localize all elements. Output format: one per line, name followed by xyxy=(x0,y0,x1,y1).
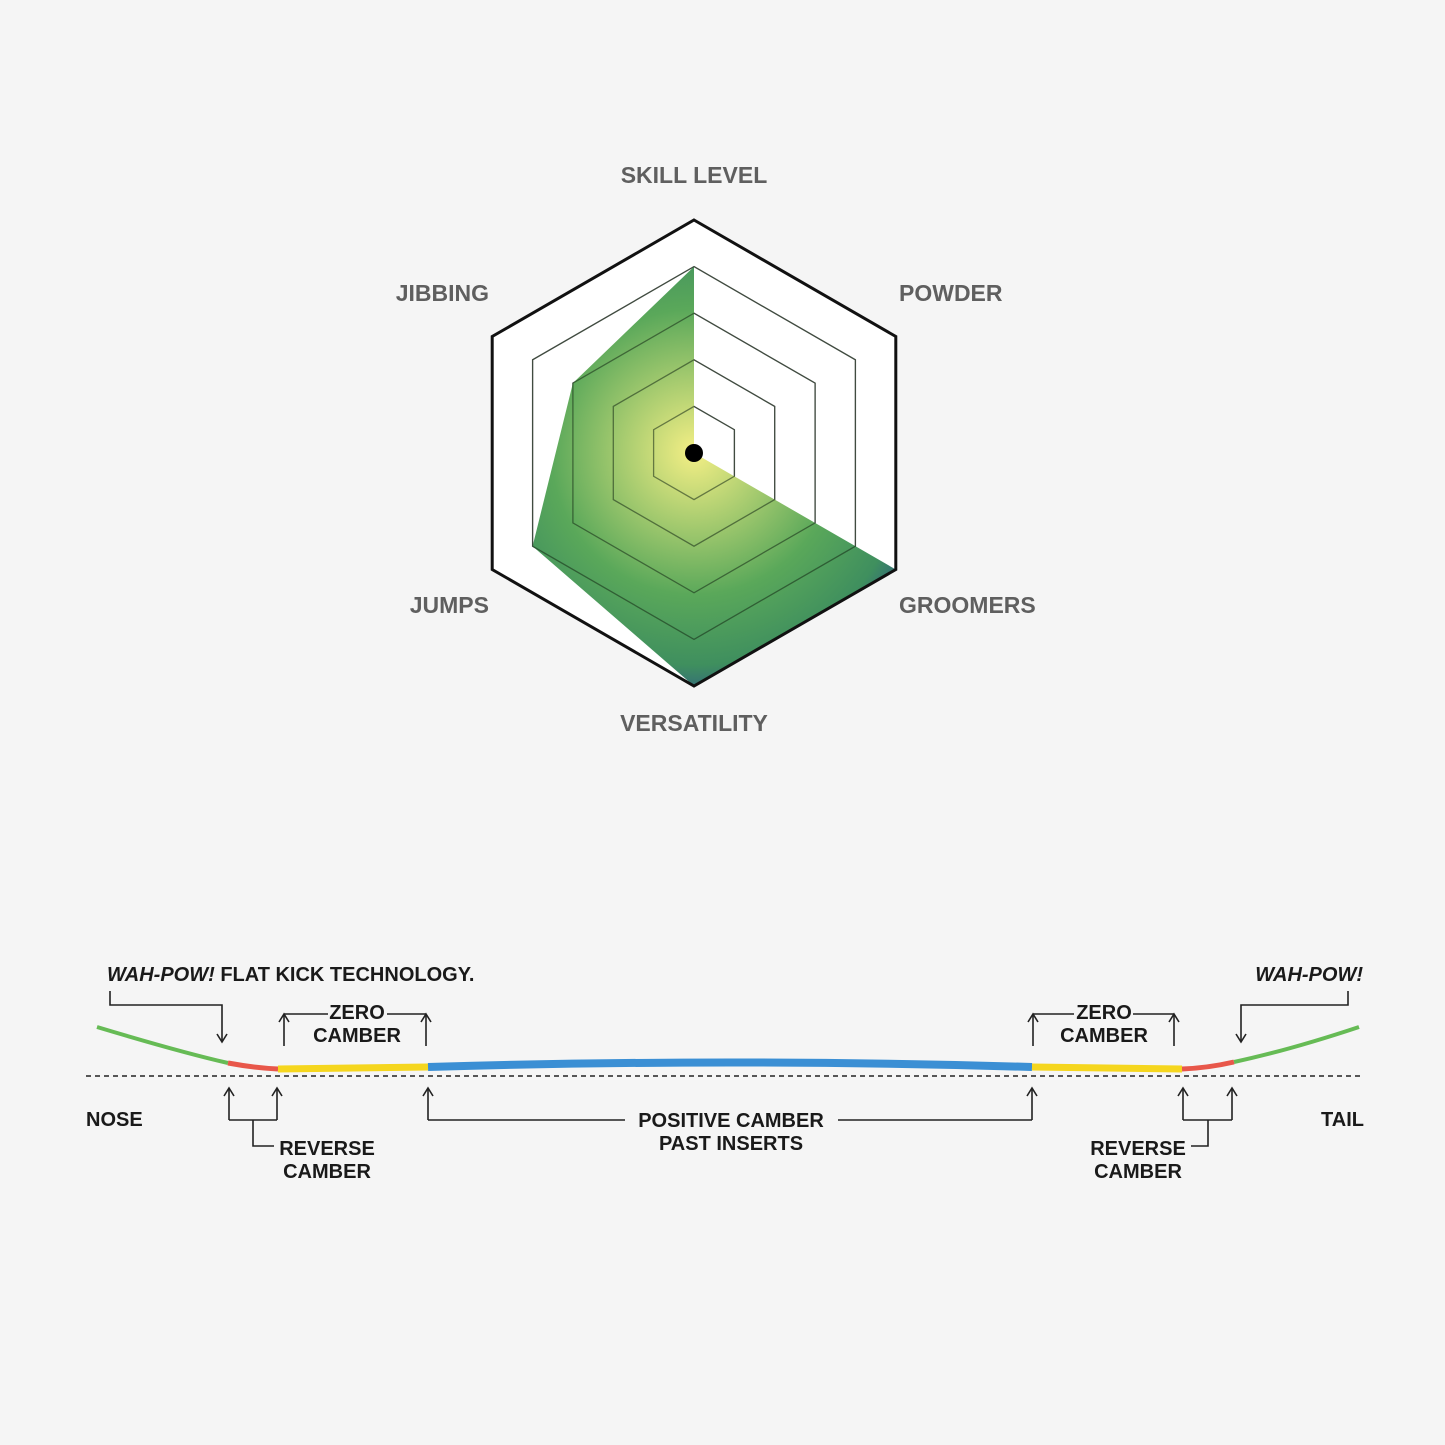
label-reverse-camber-tail-2: CAMBER xyxy=(1094,1161,1182,1183)
radar-center-dot xyxy=(685,444,703,462)
camber-profile: WAH-POW! FLAT KICK TECHNOLOGY. WAH-POW! … xyxy=(86,964,1364,1183)
segment-reverse-camber-nose xyxy=(227,1060,279,1072)
label-nose: NOSE xyxy=(86,1109,143,1131)
label-reverse-camber-nose-1: REVERSE xyxy=(279,1138,375,1160)
label-zero-camber-nose-1: ZERO xyxy=(329,1002,385,1024)
radar-grid-ring xyxy=(531,265,857,641)
radar-grid-ring xyxy=(652,405,736,501)
radar-chart: SKILL LEVEL POWDER GROOMERS VERSATILITY … xyxy=(396,162,1036,736)
annotation-lines xyxy=(109,991,1349,1147)
segment-zero-camber-nose xyxy=(277,1063,429,1073)
axis-label-groomers: GROOMERS xyxy=(899,592,1036,618)
label-tail: TAIL xyxy=(1321,1109,1364,1131)
label-zero-camber-tail-2: CAMBER xyxy=(1060,1025,1148,1047)
label-tech-italic: WAH-POW! xyxy=(107,964,215,986)
label-tech-tail: WAH-POW! xyxy=(1255,964,1363,986)
radar-grid-ring xyxy=(612,359,776,547)
label-zero-camber-tail-1: ZERO xyxy=(1076,1002,1132,1024)
radar-outer-frame xyxy=(490,218,898,688)
axis-label-skill-level: SKILL LEVEL xyxy=(621,162,768,188)
label-positive-camber-1: POSITIVE CAMBER xyxy=(638,1110,824,1132)
radar-grid-inner xyxy=(531,265,857,641)
label-reverse-camber-nose-2: CAMBER xyxy=(283,1161,371,1183)
axis-label-jibbing: JIBBING xyxy=(396,280,489,306)
axis-label-jumps: JUMPS xyxy=(410,592,489,618)
label-zero-camber-nose-2: CAMBER xyxy=(313,1025,401,1047)
axis-label-powder: POWDER xyxy=(899,280,1003,306)
radar-grid-ring xyxy=(572,312,816,594)
segment-wah-pow-tail xyxy=(1233,1025,1360,1064)
label-reverse-camber-tail-1: REVERSE xyxy=(1090,1138,1186,1160)
axis-label-versatility: VERSATILITY xyxy=(620,710,768,736)
segment-zero-camber-tail xyxy=(1031,1063,1183,1073)
label-tech-nose: WAH-POW! FLAT KICK TECHNOLOGY. xyxy=(107,964,474,986)
radar-data-area xyxy=(532,266,896,686)
segment-reverse-camber-tail xyxy=(1181,1059,1235,1072)
label-positive-camber-2: PAST INSERTS xyxy=(659,1133,803,1155)
label-tech-rest: FLAT KICK TECHNOLOGY. xyxy=(215,964,475,986)
segment-wah-pow-nose xyxy=(96,1025,229,1065)
segment-positive-camber xyxy=(427,1058,1033,1071)
